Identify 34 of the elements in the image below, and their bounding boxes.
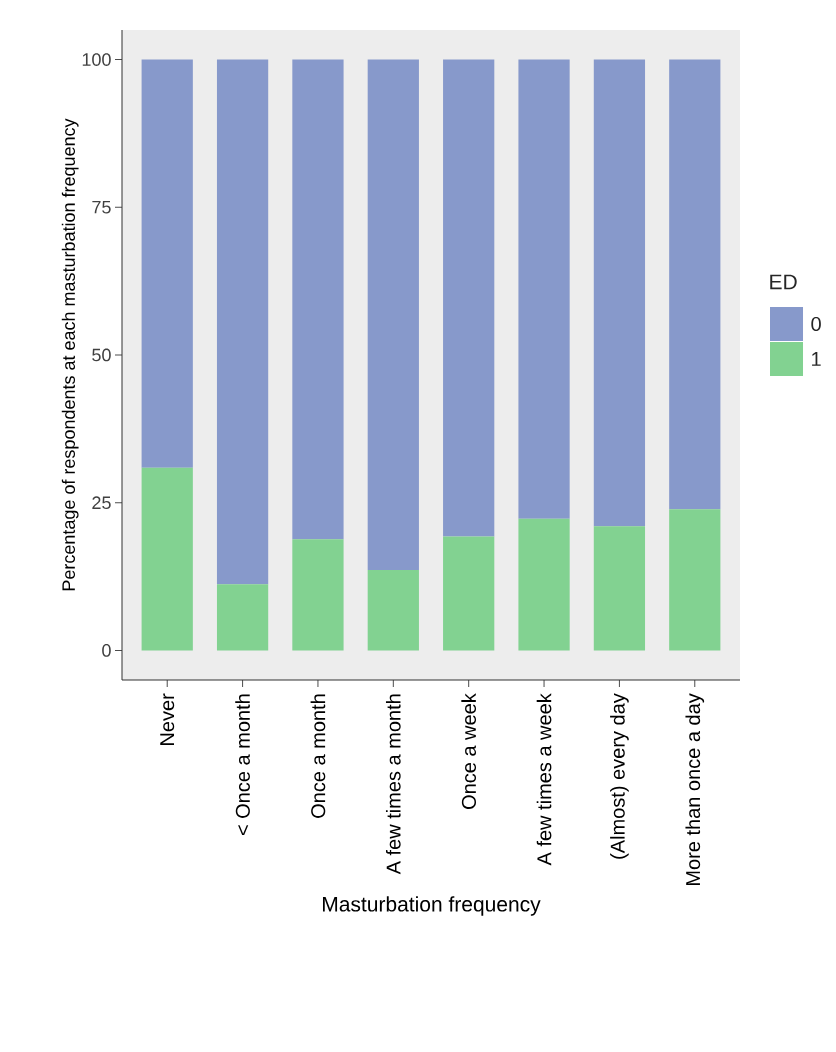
x-tick-label: Never xyxy=(160,693,175,745)
y-tick-label: 0 xyxy=(102,644,111,657)
x-tick-label: Once a month xyxy=(310,694,326,818)
bar xyxy=(216,59,269,585)
legend-title: ED xyxy=(770,274,797,290)
legend-label: 0 xyxy=(811,316,821,332)
y-tick-label: 25 xyxy=(92,496,111,510)
bar xyxy=(292,59,344,540)
x-tick-label: A few times a month xyxy=(385,694,401,875)
y-tick-label: 75 xyxy=(92,200,111,214)
bar xyxy=(216,584,269,651)
legend-label: 1 xyxy=(812,352,821,366)
bar xyxy=(367,59,419,571)
y-tick-label: 100 xyxy=(82,53,111,66)
x-tick-label: More than once a day xyxy=(685,693,705,886)
bar xyxy=(518,518,570,651)
x-tick-label: (Almost) every day xyxy=(610,693,629,859)
bar xyxy=(443,59,495,537)
x-tick-label: A few times a week xyxy=(536,693,552,866)
bar xyxy=(669,509,721,651)
y-axis-title: Percentage of respondents at each masturbation frequency xyxy=(61,118,79,591)
y-tick-label: 50 xyxy=(92,348,111,362)
bar xyxy=(292,539,344,651)
x-axis-title: Masturbation frequency xyxy=(323,896,541,916)
bar xyxy=(141,467,193,651)
bar xyxy=(443,536,495,651)
bar xyxy=(518,59,570,519)
bar xyxy=(141,59,193,468)
bar xyxy=(367,570,419,651)
bar xyxy=(669,59,721,510)
bar xyxy=(593,59,646,527)
bar xyxy=(593,526,646,651)
x-tick-label: < Once a month xyxy=(235,694,250,836)
x-tick-label: Once a week xyxy=(461,693,477,809)
